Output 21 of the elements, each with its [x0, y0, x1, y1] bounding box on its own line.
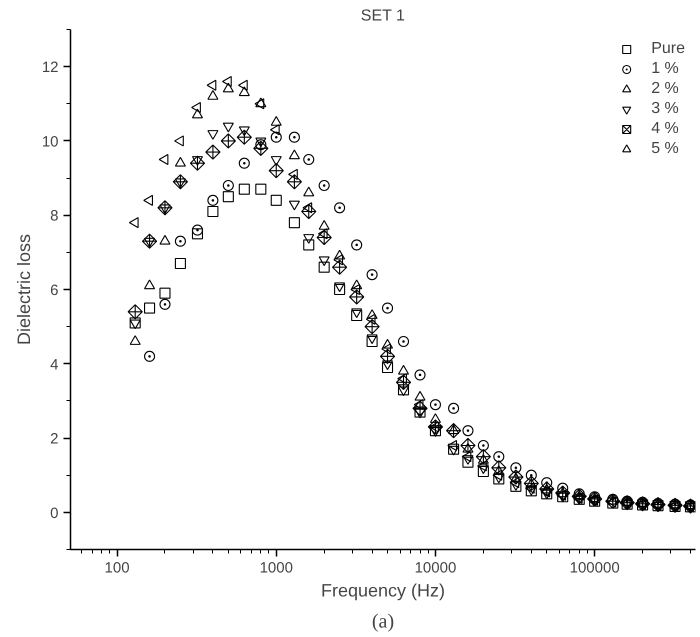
y-axis-title: Dielectric loss	[14, 234, 34, 346]
legend-label: 2 %	[651, 80, 679, 98]
y-tick-label: 4	[50, 356, 58, 374]
legend-label: 1 %	[651, 60, 679, 78]
x-tick-label: 100000	[570, 560, 620, 576]
chart-title: SET 1	[360, 8, 406, 24]
y-tick-label: 0	[50, 504, 58, 522]
y-tick-label: 8	[50, 208, 58, 225]
legend-label: 4 %	[651, 120, 679, 138]
y-tick-label: 10	[42, 133, 59, 150]
text: (a)	[372, 610, 394, 632]
x-tick-label: 100	[104, 560, 130, 576]
y-tick-label: 12	[42, 59, 59, 76]
x-tick-label: 1000	[260, 560, 293, 576]
y-tick-label: 2	[50, 430, 58, 448]
legend-label: Pure	[651, 40, 685, 58]
x-axis-title: Frequency (Hz)	[320, 580, 446, 600]
legend-label: 3 %	[651, 100, 679, 118]
legend-label: 5 %	[651, 140, 679, 158]
x-tick-label: 10000	[414, 560, 456, 576]
y-tick-label: 6	[50, 282, 58, 299]
